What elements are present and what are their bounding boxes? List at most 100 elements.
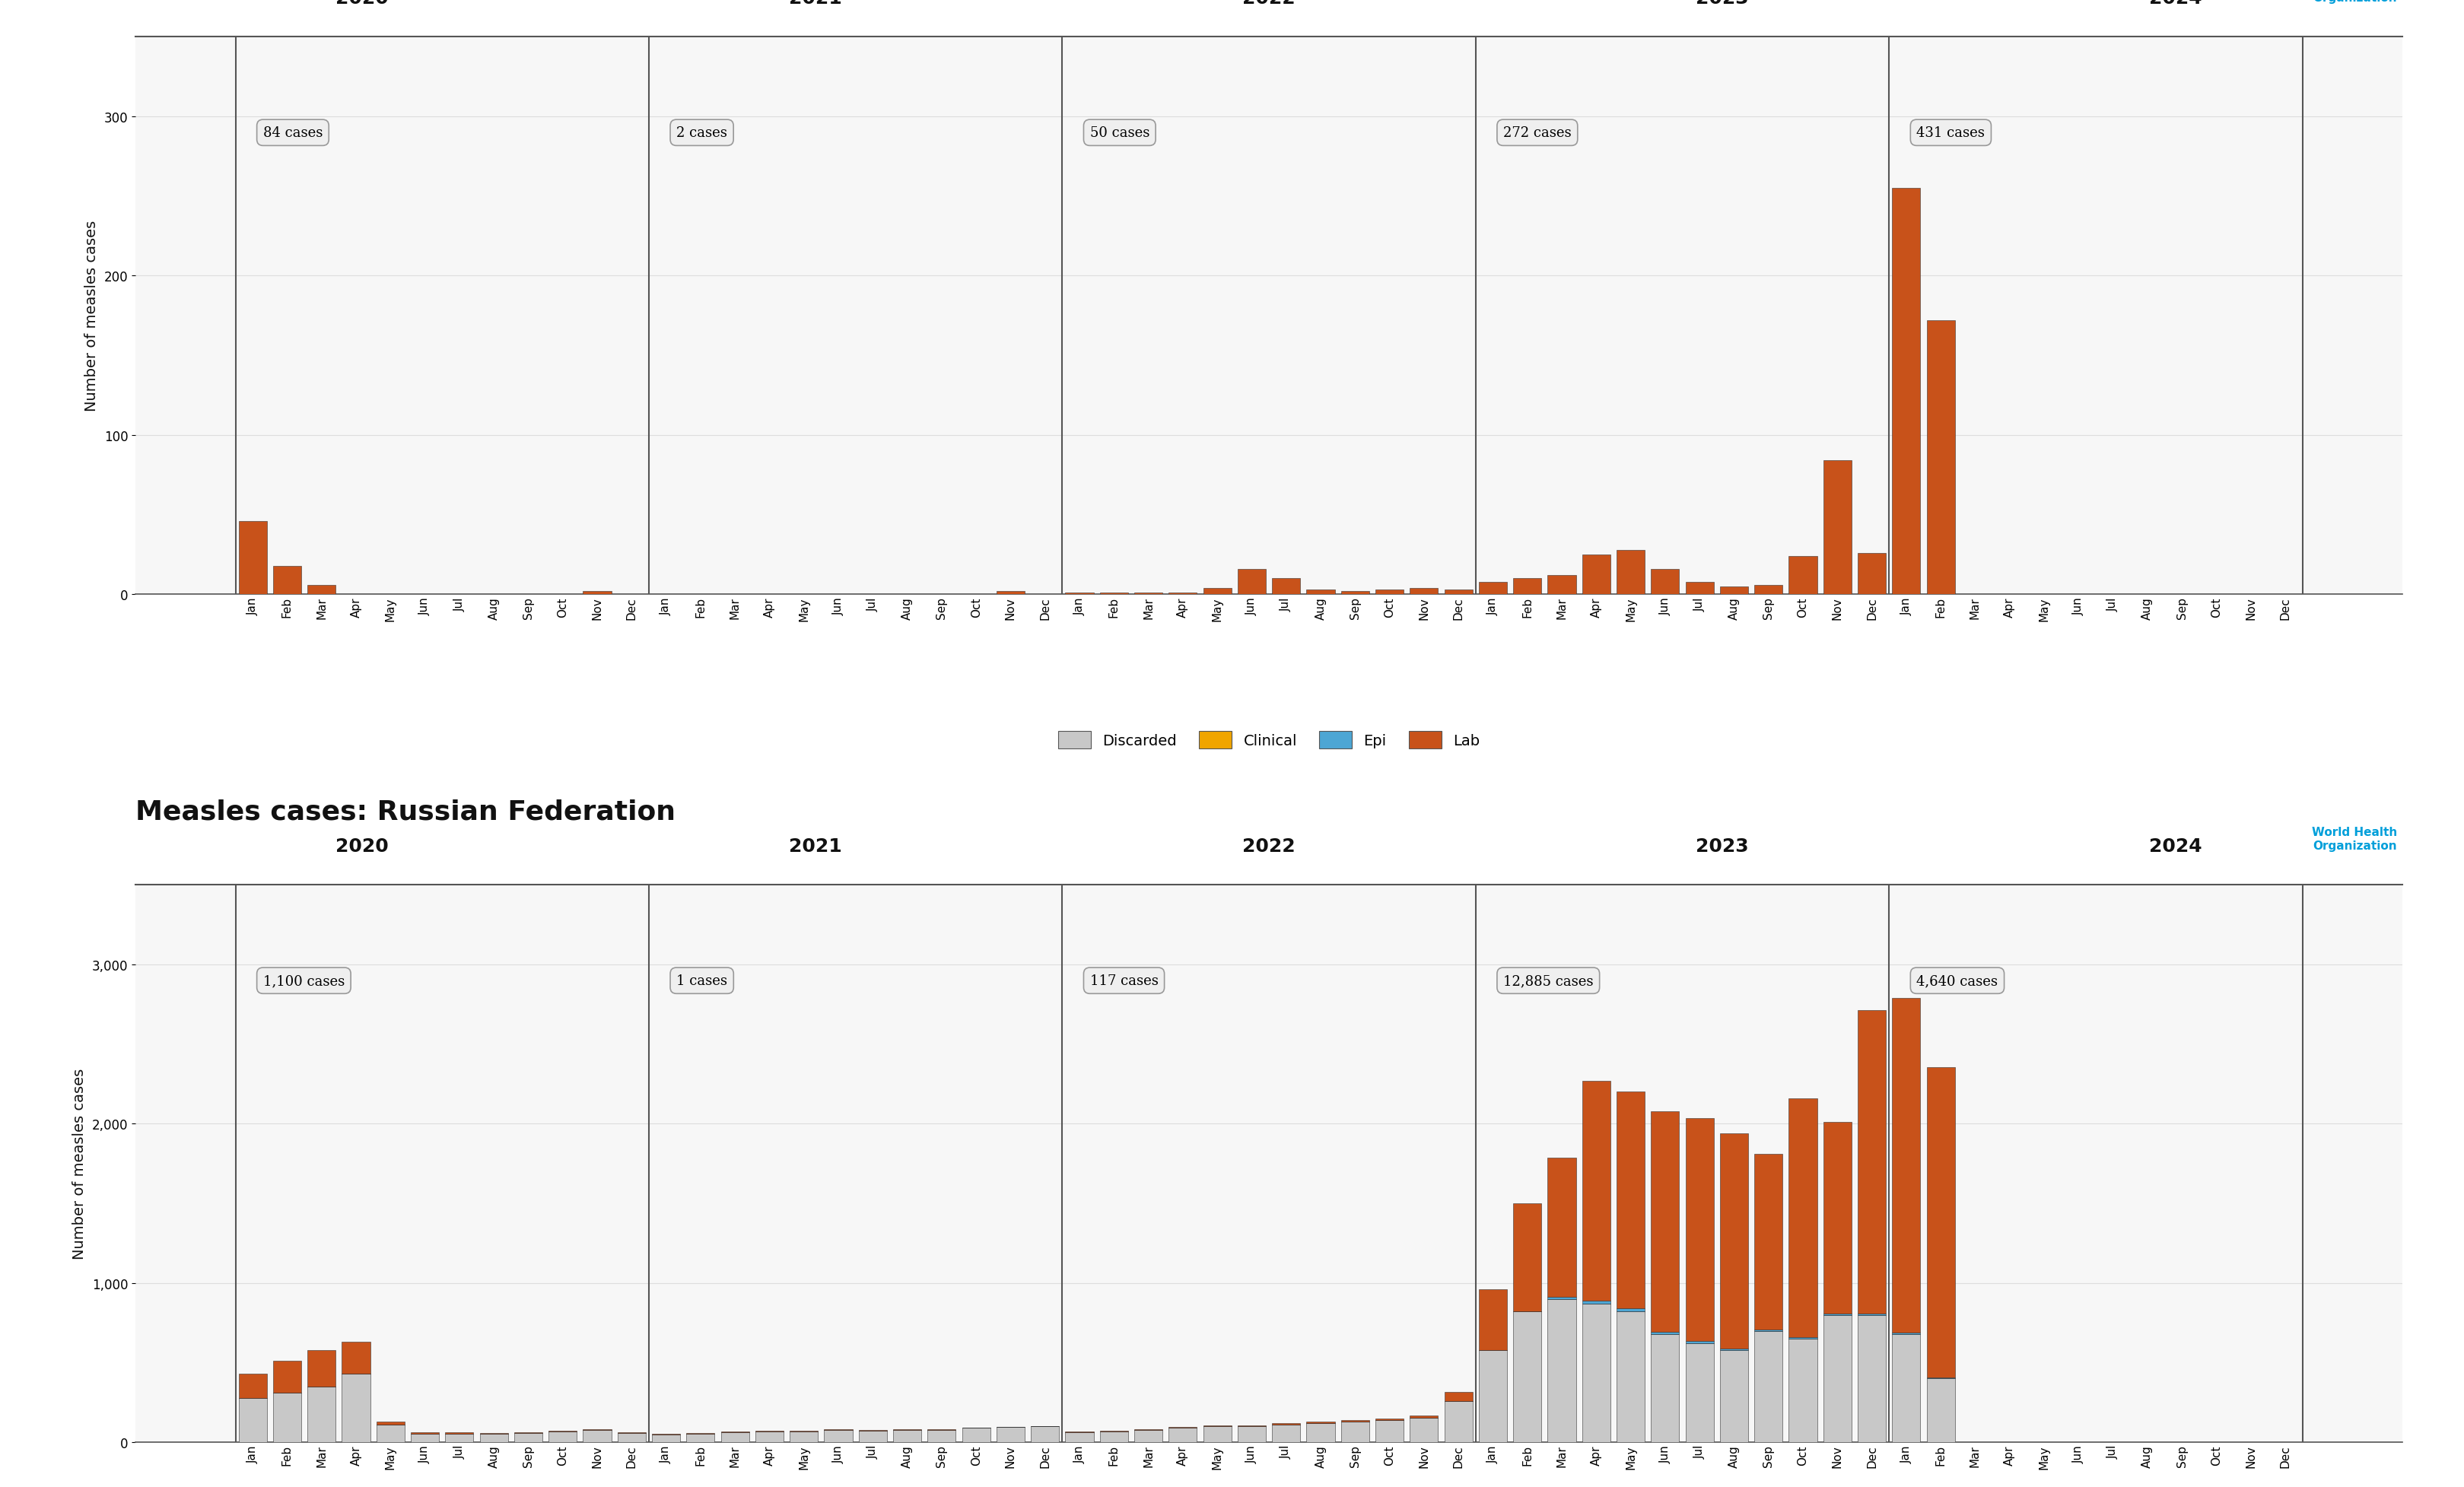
Bar — [1685, 1341, 1712, 1344]
Bar — [377, 1422, 404, 1425]
Text: 4,640 cases: 4,640 cases — [1917, 974, 1998, 987]
Bar — [1685, 581, 1712, 595]
Bar — [1478, 1350, 1508, 1442]
Bar — [1754, 1331, 1781, 1442]
Bar — [1409, 589, 1439, 595]
Bar — [1168, 1428, 1198, 1442]
Bar — [1754, 586, 1781, 595]
Text: 50 cases: 50 cases — [1089, 126, 1148, 140]
Bar — [825, 1429, 853, 1442]
Bar — [1858, 1315, 1885, 1442]
Bar — [1651, 570, 1680, 595]
Text: World Health
Organization: World Health Organization — [2311, 0, 2397, 4]
Bar — [1892, 189, 1919, 595]
Text: 2024: 2024 — [2149, 0, 2203, 7]
Text: 2 cases: 2 cases — [678, 126, 727, 140]
Text: 2022: 2022 — [1242, 837, 1296, 855]
Bar — [1271, 1425, 1301, 1442]
Legend: Discarded, Clinical, Epi, Lab: Discarded, Clinical, Epi, Lab — [1052, 726, 1486, 755]
Bar — [308, 1350, 335, 1387]
Bar — [1513, 578, 1542, 595]
Bar — [1582, 555, 1611, 595]
Bar — [1547, 575, 1577, 595]
Text: 84 cases: 84 cases — [264, 126, 323, 140]
Bar — [1789, 1099, 1816, 1337]
Bar — [1754, 1154, 1781, 1329]
Bar — [687, 1433, 715, 1442]
Text: 2023: 2023 — [1695, 0, 1749, 7]
Bar — [1306, 590, 1335, 595]
Y-axis label: Number of measles cases: Number of measles cases — [71, 1068, 86, 1259]
Bar — [1892, 1332, 1919, 1334]
Bar — [618, 1433, 646, 1442]
Bar — [1409, 1417, 1439, 1442]
Bar — [1547, 1300, 1577, 1442]
Bar — [1892, 1334, 1919, 1442]
Bar — [1720, 1133, 1747, 1349]
Y-axis label: Number of measles cases: Number of measles cases — [84, 220, 99, 412]
Bar — [1444, 590, 1473, 595]
Bar — [1099, 593, 1129, 595]
Text: 2020: 2020 — [335, 0, 389, 7]
Bar — [1823, 1313, 1850, 1315]
Bar — [1927, 1068, 1954, 1378]
Bar — [653, 1435, 680, 1442]
Bar — [342, 1343, 370, 1374]
Bar — [515, 1433, 542, 1442]
Bar — [1582, 1301, 1611, 1304]
Bar — [1582, 1081, 1611, 1301]
Bar — [1789, 556, 1816, 595]
Bar — [1444, 1401, 1473, 1442]
Text: World Health
Organization: World Health Organization — [2311, 827, 2397, 852]
Bar — [1340, 1422, 1370, 1442]
Bar — [1789, 1338, 1816, 1442]
Bar — [1340, 592, 1370, 595]
Bar — [1720, 1349, 1747, 1350]
Bar — [1892, 998, 1919, 1332]
Bar — [584, 592, 611, 595]
Bar — [961, 1428, 991, 1442]
Bar — [1271, 578, 1301, 595]
Bar — [1513, 1312, 1542, 1442]
Text: 2021: 2021 — [788, 0, 843, 7]
Bar — [1375, 590, 1404, 595]
Bar — [1927, 321, 1954, 595]
Bar — [1133, 593, 1163, 595]
Bar — [1858, 1313, 1885, 1315]
Bar — [892, 1429, 922, 1442]
Bar — [1099, 1432, 1129, 1442]
Bar — [756, 1432, 784, 1442]
Bar — [239, 522, 266, 595]
Bar — [584, 1429, 611, 1442]
Bar — [239, 1374, 266, 1398]
Bar — [1375, 1420, 1404, 1442]
Bar — [1823, 1123, 1850, 1313]
Bar — [1616, 1091, 1646, 1309]
Bar — [1616, 1312, 1646, 1442]
Bar — [1306, 1423, 1335, 1442]
Bar — [1478, 581, 1508, 595]
Text: 117 cases: 117 cases — [1089, 974, 1158, 987]
Bar — [1651, 1112, 1680, 1332]
Bar — [239, 1398, 266, 1442]
Text: 272 cases: 272 cases — [1503, 126, 1572, 140]
Bar — [1306, 1422, 1335, 1423]
Text: 1 cases: 1 cases — [678, 974, 727, 987]
Bar — [1478, 1289, 1508, 1350]
Bar — [1064, 1432, 1094, 1442]
Bar — [1616, 550, 1646, 595]
Bar — [1133, 1429, 1163, 1442]
Bar — [1513, 1203, 1542, 1312]
Bar — [995, 592, 1025, 595]
Bar — [857, 1430, 887, 1442]
Bar — [1789, 1337, 1816, 1338]
Bar — [1444, 1392, 1473, 1401]
Text: 431 cases: 431 cases — [1917, 126, 1986, 140]
Bar — [446, 1432, 473, 1433]
Bar — [342, 1374, 370, 1442]
Bar — [1340, 1420, 1370, 1422]
Bar — [1720, 587, 1747, 595]
Text: 2023: 2023 — [1695, 837, 1749, 855]
Bar — [446, 1433, 473, 1442]
Bar — [926, 1429, 956, 1442]
